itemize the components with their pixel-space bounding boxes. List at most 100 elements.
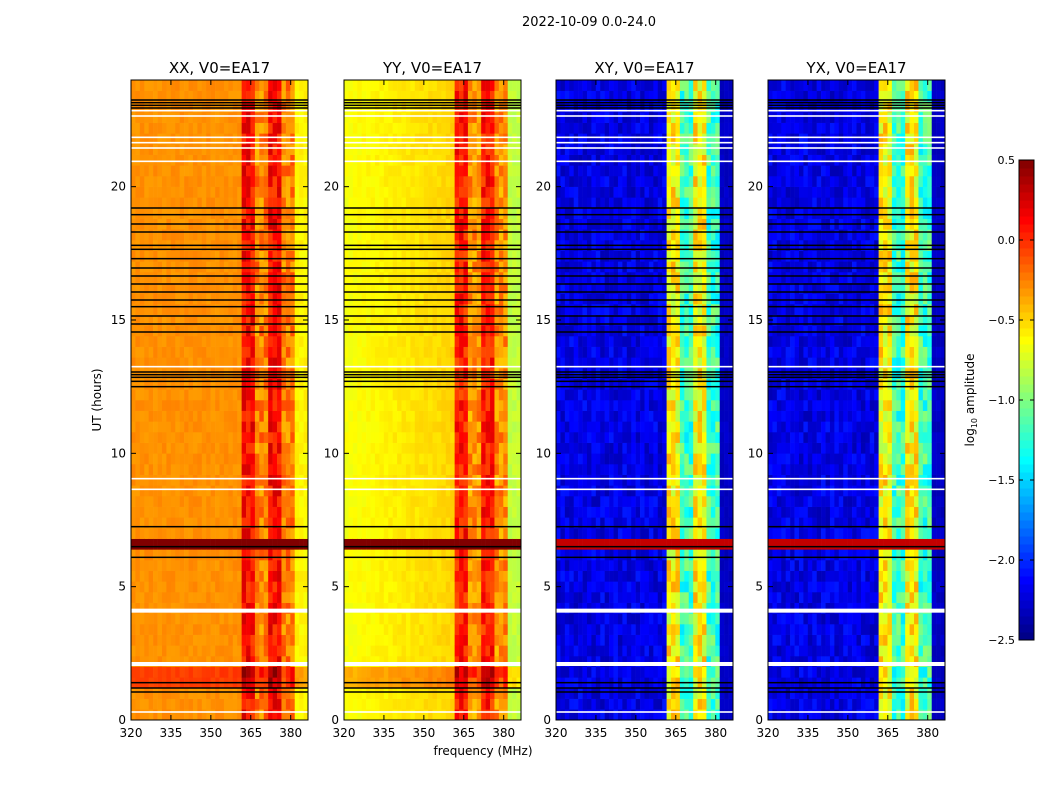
heatmap-cell xyxy=(374,282,380,294)
heatmap-cell xyxy=(485,250,491,262)
heatmap-cell xyxy=(428,368,433,379)
heatmap-cell xyxy=(494,410,500,422)
heatmap-cell xyxy=(188,389,194,401)
heatmap-cell xyxy=(383,410,389,422)
heatmap-cell xyxy=(454,165,460,177)
heatmap-cell xyxy=(476,421,482,433)
heatmap-cell xyxy=(170,453,176,465)
heatmap-cell xyxy=(250,165,256,177)
heatmap-cell xyxy=(277,90,282,102)
heatmap-cell xyxy=(210,666,216,678)
heatmap-cell xyxy=(463,90,469,102)
heatmap-cell xyxy=(472,496,478,507)
flag-line-black xyxy=(344,315,521,317)
heatmap-cell xyxy=(423,602,429,614)
heatmap-cell xyxy=(463,517,469,529)
heatmap-cell xyxy=(259,165,265,177)
heatmap-cell xyxy=(131,197,136,209)
heatmap-cell xyxy=(206,432,211,443)
heatmap-cell xyxy=(498,485,504,497)
heatmap-cell xyxy=(476,272,482,283)
heatmap-cell xyxy=(357,464,362,475)
heatmap-cell xyxy=(166,453,172,465)
heatmap-cell xyxy=(463,666,469,678)
heatmap-cell xyxy=(441,336,447,347)
heatmap-cell xyxy=(361,666,367,678)
heatmap-cell xyxy=(494,165,500,177)
heatmap-cell xyxy=(131,304,136,315)
heatmap-cell xyxy=(192,688,198,699)
heatmap-cell xyxy=(263,538,269,550)
heatmap-cell xyxy=(250,336,256,347)
heatmap-cell xyxy=(450,250,455,262)
heatmap-cell xyxy=(445,549,451,561)
heatmap-cell xyxy=(428,592,433,603)
heatmap-cell xyxy=(277,368,282,379)
heatmap-cell xyxy=(157,90,163,102)
heatmap-cell xyxy=(503,325,509,337)
heatmap-cell xyxy=(397,80,402,91)
heatmap-cell xyxy=(410,176,416,187)
heatmap-cell xyxy=(459,304,464,315)
heatmap-cell xyxy=(414,314,420,326)
heatmap-cell xyxy=(197,357,203,369)
heatmap-cell xyxy=(294,346,300,358)
heatmap-cell xyxy=(166,421,172,433)
heatmap-cell xyxy=(277,165,282,177)
heatmap-cell xyxy=(388,197,393,209)
heatmap-cell xyxy=(153,538,158,550)
heatmap-cell xyxy=(219,325,225,337)
heatmap-cell xyxy=(344,357,349,369)
heatmap-cell xyxy=(135,538,141,550)
heatmap-cell xyxy=(388,474,393,486)
heatmap-cell xyxy=(556,293,561,305)
heatmap-cell xyxy=(344,464,349,475)
heatmap-cell xyxy=(206,634,211,646)
heatmap-cell xyxy=(445,357,451,369)
heatmap-cell xyxy=(397,538,402,550)
heatmap-cell xyxy=(215,165,220,177)
heatmap-cell xyxy=(157,464,163,475)
heatmap-cell xyxy=(507,144,513,155)
heatmap-cell xyxy=(246,80,251,91)
heatmap-cell xyxy=(503,122,509,134)
heatmap-cell xyxy=(361,485,367,497)
heatmap-cell xyxy=(263,709,269,721)
heatmap-cell xyxy=(476,496,482,507)
heatmap-cell xyxy=(170,336,176,347)
heatmap-cell xyxy=(454,389,460,401)
heatmap-cell xyxy=(512,645,517,657)
heatmap-cell xyxy=(299,485,304,497)
heatmap-cell xyxy=(556,304,561,315)
heatmap-cell xyxy=(161,592,167,603)
heatmap-cell xyxy=(259,144,265,155)
heatmap-cell xyxy=(476,506,482,518)
heatmap-cell xyxy=(472,208,478,219)
flag-line-white xyxy=(131,608,308,613)
heatmap-cell xyxy=(272,528,278,539)
heatmap-cell xyxy=(294,645,300,657)
heatmap-cell xyxy=(241,293,247,305)
heatmap-cell xyxy=(556,624,561,635)
heatmap-cell xyxy=(463,282,469,294)
heatmap-cell xyxy=(144,581,149,593)
heatmap-cell xyxy=(281,613,287,625)
heatmap-cell xyxy=(250,197,256,209)
heatmap-cell xyxy=(476,368,482,379)
heatmap-cell xyxy=(361,517,367,529)
heatmap-cell xyxy=(503,613,509,625)
heatmap-cell xyxy=(397,624,402,635)
heatmap-cell xyxy=(454,645,460,657)
heatmap-cell xyxy=(237,602,242,614)
heatmap-cell xyxy=(397,613,402,625)
heatmap-cell xyxy=(131,613,136,625)
heatmap-cell xyxy=(201,442,207,454)
heatmap-cell xyxy=(215,570,220,582)
heatmap-cell xyxy=(285,122,291,134)
heatmap-cell xyxy=(303,592,309,603)
heatmap-cell xyxy=(476,528,482,539)
heatmap-cell xyxy=(366,80,371,91)
heatmap-cell xyxy=(232,368,238,379)
heatmap-cell xyxy=(232,357,238,369)
heatmap-cell xyxy=(476,698,482,710)
